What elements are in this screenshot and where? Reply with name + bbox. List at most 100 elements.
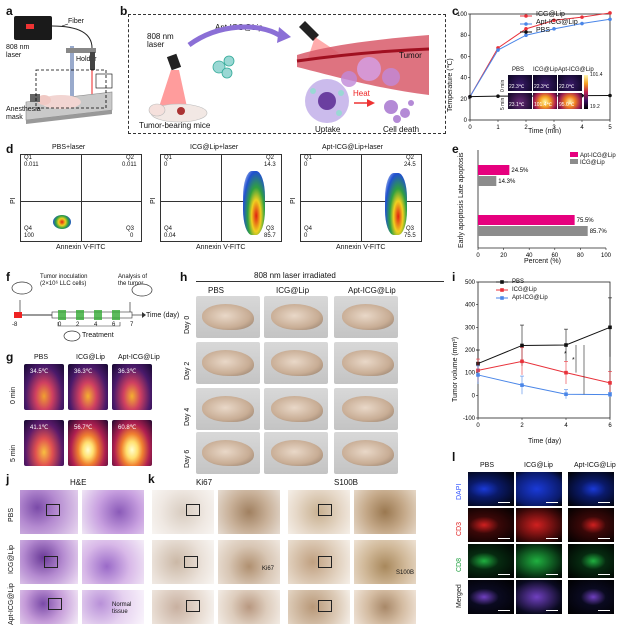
q3-value-2: 85.7 bbox=[264, 233, 276, 239]
he-pbs-low bbox=[20, 490, 78, 534]
data-point bbox=[552, 27, 556, 31]
l-row-label: CD8 bbox=[456, 557, 463, 572]
fluorescence-image bbox=[568, 544, 614, 578]
i-legend-apt: Apt-ICG@Lip bbox=[512, 295, 548, 301]
q2-value-2: 14.3 bbox=[264, 162, 276, 168]
he-pbs-high bbox=[82, 490, 144, 534]
data-point bbox=[608, 325, 612, 330]
x-tick-label: 0 bbox=[468, 125, 472, 131]
tick-neg8: -8 bbox=[12, 322, 18, 328]
scale-bar bbox=[546, 610, 558, 611]
g-col-apt: Apt-ICG@Lip bbox=[118, 354, 160, 361]
panel-label-j: j bbox=[6, 472, 10, 486]
mouse-photo bbox=[196, 296, 260, 338]
series-line-i-0 bbox=[477, 326, 611, 365]
thermal-apt-0min bbox=[112, 364, 152, 410]
q4-value-2: 0.04 bbox=[164, 233, 176, 239]
q1-value-3: 0 bbox=[304, 162, 308, 168]
h-title: 808 nm laser irradiated bbox=[254, 271, 336, 280]
g-row-5min: 5 min bbox=[10, 444, 17, 462]
bar-label: 75.5% bbox=[577, 218, 595, 224]
inset-thermal-1 bbox=[508, 75, 532, 91]
q2-value-1: 0.011 bbox=[122, 162, 137, 168]
fluorescence-image bbox=[468, 580, 514, 614]
uptake-label: Uptake bbox=[315, 125, 341, 134]
tumor-volume-y-label: Tumor volume (mm³) bbox=[452, 336, 459, 402]
inset-scale-min: 19.2 bbox=[590, 104, 600, 110]
data-point bbox=[608, 381, 612, 385]
x-tick-label: 4 bbox=[564, 423, 568, 429]
inset-thermal-5 bbox=[533, 93, 557, 109]
flow-title-pbs: PBS+laser bbox=[52, 144, 86, 151]
q2-value-3: 24.5 bbox=[404, 162, 416, 168]
laser-indicator bbox=[26, 24, 34, 29]
data-point bbox=[580, 21, 584, 26]
y-tick-label: 0 bbox=[464, 118, 468, 124]
series-line-1 bbox=[469, 18, 611, 97]
mouse-body bbox=[271, 396, 323, 422]
panel-label-d: d bbox=[6, 142, 14, 156]
legend-swatch-e-1 bbox=[570, 159, 578, 164]
he-title: H&E bbox=[70, 478, 87, 487]
mouse-body bbox=[271, 304, 323, 330]
ki67-pbs-high bbox=[218, 490, 280, 534]
panel-label-a: a bbox=[6, 4, 13, 18]
apoptosis-bar-chart: 0 20 40 60 80 100 24.5% 14.3% 75.5% 85.7% bbox=[476, 150, 612, 259]
q2-label-2: Q2 bbox=[266, 155, 275, 161]
legend-apt: Apt-ICG@Lip bbox=[536, 19, 578, 26]
mouse-body bbox=[342, 350, 394, 376]
inset-temp-4: 23.1℃ bbox=[509, 102, 525, 108]
tumor-volume-x-label: Time (day) bbox=[528, 438, 562, 445]
legend-e-apt: Apt-ICG@Lip bbox=[580, 153, 616, 159]
mouse-body bbox=[342, 304, 394, 330]
treatment-label: Treatment bbox=[82, 332, 114, 339]
flow-xlabel-2: Annexin V-FITC bbox=[196, 244, 246, 251]
ki67-apt-high bbox=[218, 590, 280, 624]
legend-marker-i-0 bbox=[500, 280, 504, 284]
inset-thermal-2 bbox=[533, 75, 557, 91]
h-row-day6: Day 6 bbox=[184, 449, 191, 468]
mouse-photo bbox=[196, 342, 260, 384]
ki67-arrow-label: Ki67 bbox=[262, 566, 275, 572]
scale-bar bbox=[498, 610, 510, 611]
laser-label: 808 nm laser bbox=[6, 44, 30, 59]
y-tick-label: 500 bbox=[465, 280, 476, 286]
scale-bar bbox=[598, 502, 610, 503]
bar-1-1 bbox=[478, 226, 588, 236]
x-tick-label: 5 bbox=[608, 125, 612, 131]
scale-bar bbox=[598, 538, 610, 539]
x-tick-label: 20 bbox=[500, 253, 507, 259]
legend-marker-i-2 bbox=[500, 296, 504, 300]
inset-col-icg: ICG@Lip bbox=[533, 67, 558, 73]
g-col-pbs: PBS bbox=[34, 354, 49, 361]
category-late: Late apoptosis bbox=[458, 152, 465, 198]
legend-marker-i-1 bbox=[500, 288, 504, 292]
plot-frame bbox=[469, 13, 611, 121]
mechanism-drawing bbox=[148, 21, 430, 123]
g-temp-4: 41.1℃ bbox=[30, 425, 49, 431]
g-temp-5: 56.7℃ bbox=[74, 425, 93, 431]
setup-drawing bbox=[25, 23, 113, 124]
flow-xlabel-3: Annexin V-FITC bbox=[336, 244, 386, 251]
ki67-zoom-box-2 bbox=[184, 556, 198, 568]
x-tick-label: 6 bbox=[608, 423, 612, 429]
scale-bar bbox=[498, 502, 510, 503]
x-tick-label: 0 bbox=[476, 423, 480, 429]
mouse-body bbox=[202, 304, 254, 330]
panel-label-e: e bbox=[452, 142, 459, 156]
bar-0-1 bbox=[478, 176, 497, 186]
flow-plot-apt bbox=[300, 154, 422, 242]
thermal-pbs-5min bbox=[24, 420, 64, 466]
x-tick-label: 2 bbox=[524, 125, 528, 131]
y-tick-label: 100 bbox=[465, 371, 476, 377]
data-point bbox=[496, 94, 500, 98]
q3-value-3: 75.5 bbox=[404, 233, 416, 239]
inset-thermal-4 bbox=[508, 93, 532, 109]
ki67-title: Ki67 bbox=[196, 478, 213, 487]
s100b-zoom-box-1 bbox=[318, 504, 332, 516]
tick-7: 7 bbox=[130, 322, 134, 328]
mouse-body bbox=[342, 396, 394, 422]
anesthesia-mask-label: Anesthesia mask bbox=[6, 106, 41, 121]
data-point bbox=[520, 343, 524, 348]
timeline-time-label: Time (day) bbox=[146, 312, 180, 319]
